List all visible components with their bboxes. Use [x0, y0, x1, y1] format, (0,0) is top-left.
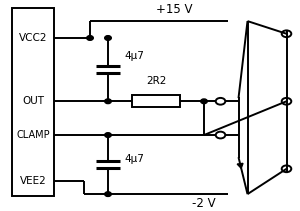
Text: 4μ7: 4μ7	[124, 154, 144, 164]
Text: +15 V: +15 V	[156, 3, 192, 16]
Polygon shape	[237, 163, 243, 168]
Text: CLAMP: CLAMP	[16, 130, 50, 140]
Circle shape	[201, 99, 207, 104]
Bar	[12, 8, 54, 196]
Circle shape	[87, 36, 93, 40]
Circle shape	[105, 192, 111, 196]
Circle shape	[105, 99, 111, 104]
Text: 4μ7: 4μ7	[124, 51, 144, 61]
Text: -2 V: -2 V	[192, 197, 216, 210]
Text: VCC2: VCC2	[19, 33, 47, 43]
Bar	[132, 95, 180, 107]
Circle shape	[105, 36, 111, 40]
Circle shape	[105, 133, 111, 137]
Text: 2R2: 2R2	[146, 76, 166, 86]
Text: VEE2: VEE2	[20, 176, 46, 187]
Text: OUT: OUT	[22, 96, 44, 106]
